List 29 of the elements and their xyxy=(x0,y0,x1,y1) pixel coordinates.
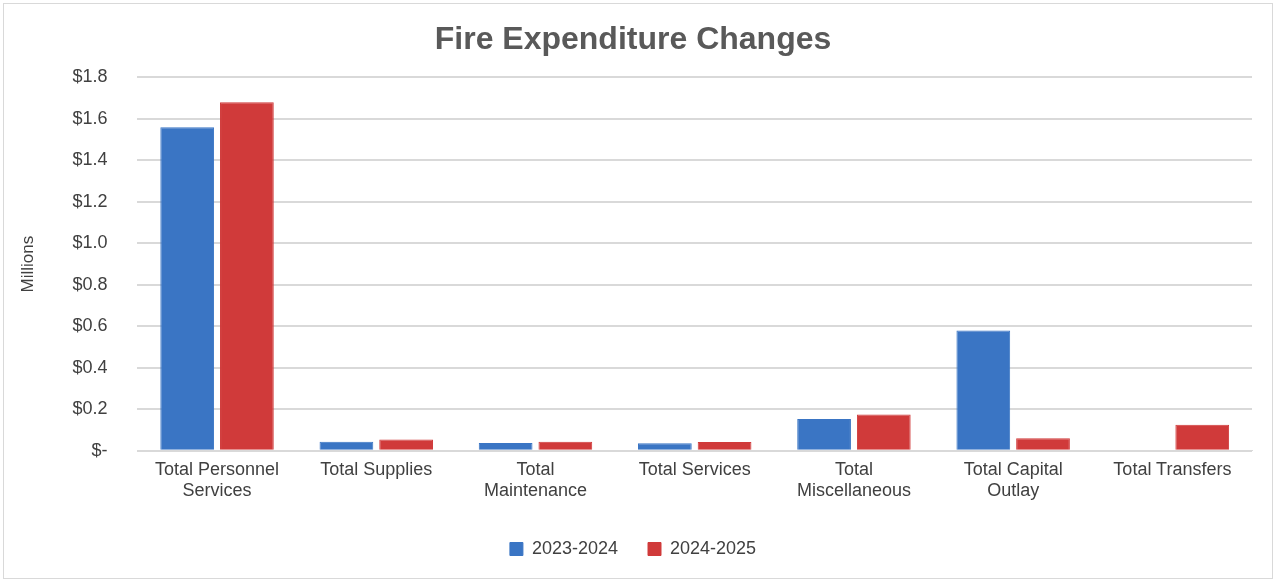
y-tick-label: $0.4 xyxy=(72,356,108,377)
x-tick-label: Total Capital Outlay xyxy=(963,458,1063,501)
y-tick-label: $0.2 xyxy=(72,398,108,419)
chart-title: Fire Expenditure Changes xyxy=(434,20,832,57)
bar xyxy=(1016,438,1070,450)
x-tick-label: Total Supplies xyxy=(320,458,433,479)
y-tick-label: $1.4 xyxy=(72,149,108,170)
x-tick-label: Total Services xyxy=(638,458,751,479)
y-tick-label: $1.6 xyxy=(72,107,108,128)
bar xyxy=(220,102,274,450)
y-tick-label: $0.6 xyxy=(72,315,108,336)
bar xyxy=(856,414,911,450)
bar xyxy=(160,127,215,450)
y-tick-label: $1.0 xyxy=(72,232,108,253)
x-tick-label: Total Transfers xyxy=(1113,458,1232,479)
y-tick-label: $1.2 xyxy=(72,190,108,211)
y-axis-title: Millions xyxy=(17,235,37,293)
y-tick-label: $- xyxy=(91,439,108,460)
legend-label: 2023-2024 xyxy=(531,537,619,558)
y-tick-label: $1.8 xyxy=(72,66,108,87)
bar xyxy=(379,439,433,450)
x-tick-label: Total Maintenance xyxy=(483,458,588,501)
bar xyxy=(797,419,851,450)
bar xyxy=(1175,424,1230,450)
legend-label: 2024-2025 xyxy=(670,537,757,558)
x-tick-label: Total Miscellaneous xyxy=(796,458,911,501)
x-tick-label: Total Personnel Services xyxy=(155,458,280,501)
bar xyxy=(956,330,1011,450)
y-tick-label: $0.8 xyxy=(72,273,108,294)
